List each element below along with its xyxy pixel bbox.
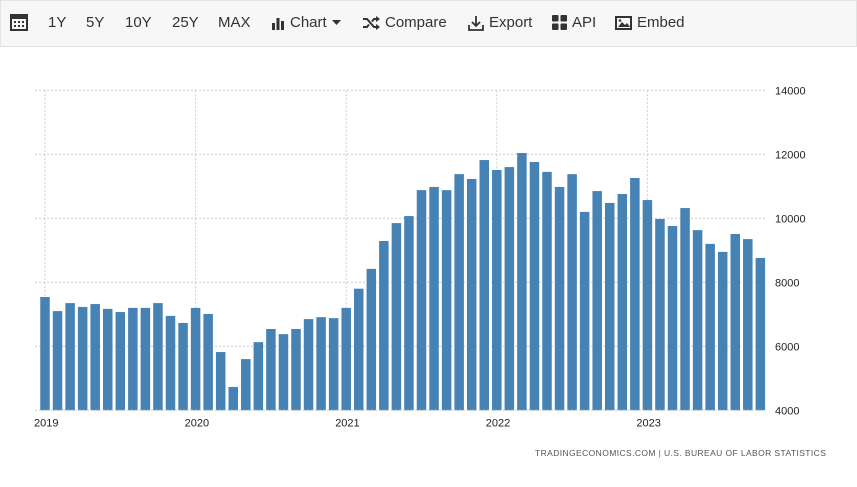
calendar-button[interactable]: [10, 13, 28, 31]
y-tick-label: 14000: [775, 85, 806, 97]
bar: [554, 186, 565, 411]
range-25y-button[interactable]: 25Y: [172, 14, 199, 31]
bar: [253, 342, 264, 411]
download-icon: [468, 15, 484, 31]
calendar-icon: [10, 14, 28, 31]
bar: [655, 218, 665, 411]
range-10y-button[interactable]: 10Y: [125, 14, 152, 31]
range-max-button[interactable]: MAX: [218, 14, 251, 31]
image-icon: [615, 15, 632, 30]
bar: [404, 216, 414, 411]
y-tick-label: 8000: [775, 277, 799, 289]
bar: [316, 317, 326, 411]
caret-down-icon: [331, 19, 341, 25]
api-button[interactable]: API: [552, 14, 596, 31]
bar: [40, 297, 50, 411]
bar: [190, 307, 201, 411]
x-tick-label: 2022: [486, 417, 510, 429]
bar: [755, 257, 766, 411]
y-tick-label: 12000: [775, 149, 806, 161]
bar: [542, 171, 552, 411]
chart-label: Chart: [290, 14, 327, 31]
bar: [617, 193, 628, 411]
bar: [717, 251, 728, 411]
bar: [215, 352, 226, 411]
source-credit: TRADINGECONOMICS.COM | U.S. BUREAU OF LA…: [535, 448, 827, 458]
bar: [441, 190, 452, 411]
bar: [692, 230, 703, 411]
bar: [642, 200, 653, 411]
bar: [366, 268, 377, 411]
bar: [291, 329, 301, 411]
bar: [416, 190, 427, 411]
bar: [303, 319, 314, 411]
bar: [77, 306, 88, 411]
bar: [567, 174, 577, 411]
bar: [128, 307, 138, 411]
bar: [592, 191, 602, 411]
toolbar: 1Y 5Y 10Y 25Y MAX Chart Compare Export A…: [0, 0, 857, 47]
range-1y-button[interactable]: 1Y: [48, 14, 67, 31]
embed-button[interactable]: Embed: [615, 14, 685, 31]
bar: [228, 386, 238, 411]
x-tick-label: 2019: [34, 417, 58, 429]
bar: [504, 167, 515, 411]
export-button[interactable]: Export: [468, 14, 532, 31]
bar: [454, 174, 464, 411]
shuffle-icon: [363, 15, 380, 30]
bar-chart-icon: [272, 17, 284, 30]
grid-icon: [552, 15, 567, 30]
x-tick-label: 2020: [185, 417, 209, 429]
bar: [115, 312, 126, 411]
bar: [354, 288, 364, 411]
bar: [630, 177, 640, 411]
chart-type-dropdown[interactable]: Chart: [271, 14, 341, 31]
y-tick-label: 10000: [775, 213, 806, 225]
bar: [492, 169, 502, 411]
bar: [140, 307, 151, 411]
bar: [178, 322, 188, 411]
embed-label: Embed: [637, 14, 685, 31]
y-tick-label: 6000: [775, 341, 799, 353]
compare-label: Compare: [385, 14, 447, 31]
bar: [65, 303, 75, 411]
bar: [517, 153, 527, 411]
range-5y-button[interactable]: 5Y: [86, 14, 105, 31]
bar: [379, 241, 389, 411]
bar: [153, 303, 163, 411]
bar: [391, 223, 402, 411]
bar-chart: 4000 6000 8000 10000 12000 14000 2019 2020 2021 2…: [34, 85, 806, 429]
bar: [667, 225, 678, 411]
bar: [730, 233, 740, 411]
compare-button[interactable]: Compare: [362, 14, 447, 31]
bar: [529, 161, 540, 411]
bar: [266, 329, 276, 411]
bar: [241, 359, 251, 411]
bar: [479, 160, 489, 411]
bar: [605, 202, 615, 411]
bar: [680, 208, 690, 411]
bar: [743, 239, 753, 411]
bar: [165, 315, 176, 411]
bar: [203, 313, 213, 411]
y-tick-label: 4000: [775, 405, 799, 417]
bar: [90, 304, 100, 411]
bar: [103, 308, 113, 411]
api-label: API: [572, 14, 597, 31]
bar: [328, 318, 339, 411]
bar: [579, 211, 590, 411]
bar: [466, 178, 477, 411]
bar: [341, 307, 351, 411]
bar: [52, 311, 63, 411]
bar: [429, 186, 439, 411]
bar: [278, 334, 289, 411]
export-label: Export: [489, 14, 533, 31]
x-tick-label: 2021: [335, 417, 359, 429]
x-tick-label: 2023: [636, 417, 660, 429]
bar: [705, 243, 715, 411]
